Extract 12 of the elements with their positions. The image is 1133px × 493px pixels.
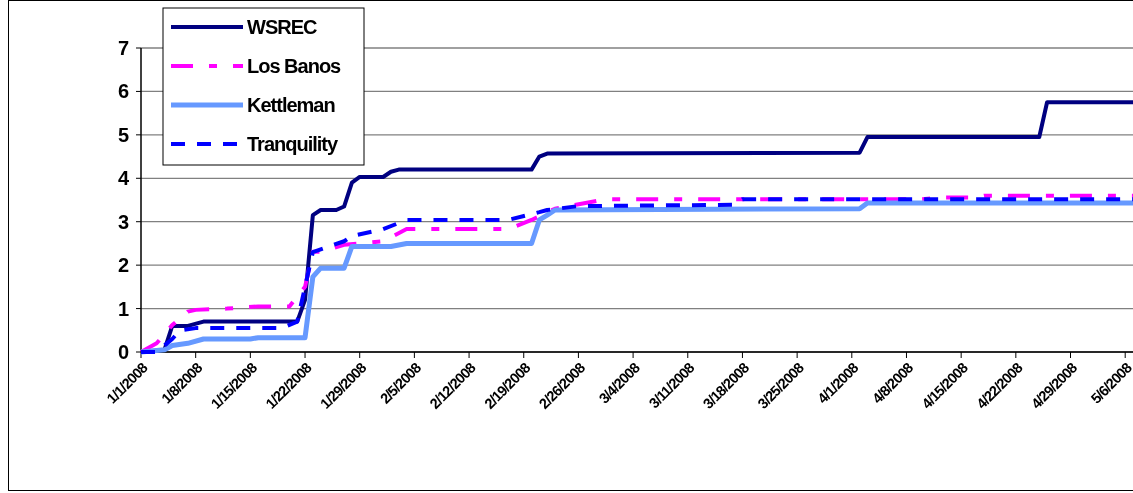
- legend-label: Tranquility: [247, 133, 339, 155]
- legend-label: Kettleman: [247, 94, 335, 116]
- y-tick-label: 2: [117, 254, 129, 277]
- y-tick-label: 7: [117, 37, 129, 59]
- legend-label: Los Banos: [247, 55, 342, 77]
- y-tick-label: 5: [117, 123, 129, 146]
- y-tick-label: 6: [117, 80, 129, 103]
- y-tick-label: 1: [117, 297, 129, 320]
- y-tick-label: 3: [117, 210, 129, 233]
- y-tick-label: 0: [117, 341, 129, 363]
- y-tick-label: 4: [117, 167, 130, 190]
- legend-label: WSREC: [247, 16, 317, 38]
